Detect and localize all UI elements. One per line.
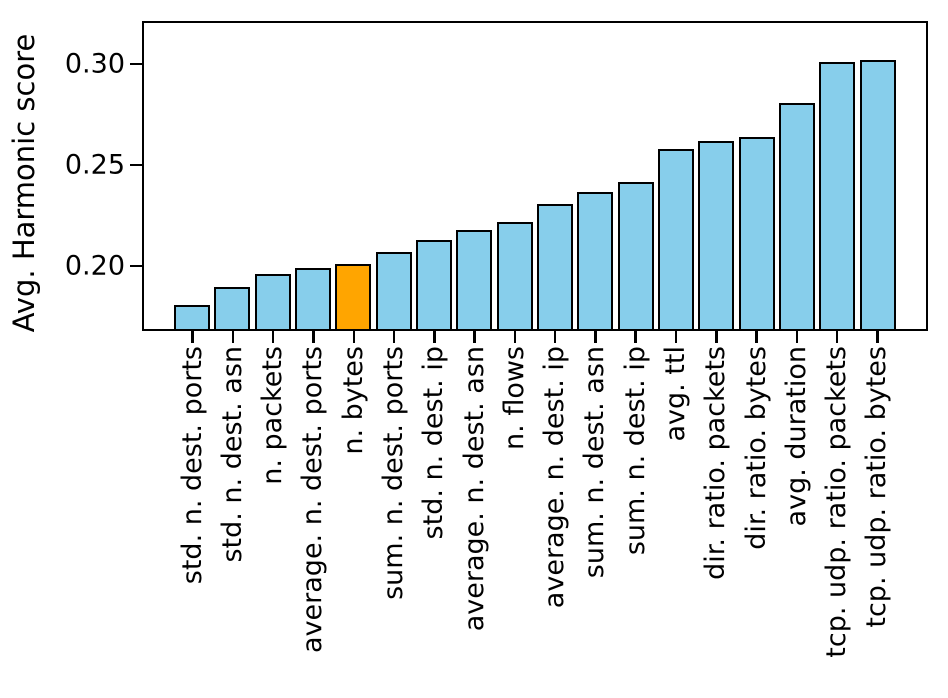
- bar: [214, 287, 251, 329]
- bar-slot: [333, 23, 373, 329]
- x-tick-mark: [795, 331, 799, 343]
- bar: [456, 230, 493, 329]
- x-tick-label: avg. ttl: [660, 346, 692, 442]
- bar: [617, 182, 654, 329]
- x-tick-label: average. n. dest. ports: [297, 346, 329, 653]
- bar-slot: [575, 23, 615, 329]
- x-tick-label: sum. n. dest. asn: [579, 346, 611, 579]
- bar: [537, 204, 574, 329]
- bar: [416, 240, 453, 329]
- x-tick-label: n. bytes: [337, 346, 369, 455]
- y-tick-label: 0.30: [64, 48, 125, 80]
- x-tick-mark: [433, 331, 436, 343]
- bar-slot: [172, 23, 212, 329]
- x-tick-mark: [392, 331, 396, 343]
- bar: [698, 141, 735, 329]
- bar-slot: [253, 23, 293, 329]
- bar: [174, 305, 211, 329]
- y-axis-title: Avg. Harmonic score: [7, 33, 41, 333]
- x-tick-mark: [553, 331, 557, 343]
- x-tick-mark: [876, 331, 879, 343]
- bar: [577, 192, 614, 329]
- y-tick-mark: [130, 163, 142, 167]
- bar: [496, 222, 533, 329]
- x-tick-mark: [191, 331, 194, 343]
- x-tick-mark: [312, 331, 315, 343]
- y-tick-mark: [130, 62, 142, 66]
- x-tick-label: dir. ratio. packets: [700, 346, 732, 580]
- bar-highlighted: [335, 264, 372, 329]
- y-tick-label: 0.25: [64, 149, 125, 181]
- x-tick-label: avg. duration: [780, 346, 812, 527]
- bar-slot: [414, 23, 454, 329]
- x-tick-label: sum. n. dest. ports: [378, 346, 410, 600]
- bar-slot: [737, 23, 777, 329]
- x-tick-mark: [755, 331, 758, 343]
- x-tick-mark: [473, 331, 476, 343]
- bar: [658, 149, 695, 329]
- bar-slot: [817, 23, 857, 329]
- x-tick-mark: [835, 331, 839, 343]
- bars-row: [144, 23, 926, 329]
- bar: [779, 103, 816, 329]
- bar-slot: [616, 23, 656, 329]
- bar: [254, 274, 291, 329]
- bar-slot: [656, 23, 696, 329]
- x-tick-label: n. flows: [499, 346, 531, 450]
- plot-area: [142, 21, 928, 331]
- bar-slot: [535, 23, 575, 329]
- bar: [738, 137, 775, 329]
- bar: [859, 60, 896, 329]
- bar-slot: [454, 23, 494, 329]
- x-tick-label: std. n. dest. ports: [176, 346, 208, 585]
- x-tick-label: std. n. dest. asn: [217, 346, 249, 563]
- x-tick-label: tcp. udp. ratio. bytes: [861, 346, 893, 628]
- bar-slot: [777, 23, 817, 329]
- x-tick-mark: [674, 331, 678, 343]
- y-tick-mark: [130, 264, 142, 268]
- x-tick-mark: [594, 331, 597, 343]
- bar: [819, 62, 856, 329]
- x-tick-mark: [634, 331, 637, 343]
- bar-slot: [374, 23, 414, 329]
- bar: [375, 252, 412, 329]
- bar-slot: [696, 23, 736, 329]
- bar-slot: [858, 23, 898, 329]
- bar: [295, 268, 332, 329]
- y-tick-label: 0.20: [64, 250, 125, 282]
- x-tick-mark: [513, 331, 517, 343]
- x-tick-label: n. packets: [257, 346, 289, 485]
- x-tick-mark: [715, 331, 718, 343]
- bar-slot: [212, 23, 252, 329]
- x-tick-label: std. n. dest. ip: [418, 346, 450, 540]
- x-tick-label: dir. ratio. bytes: [740, 346, 772, 550]
- bar-slot: [293, 23, 333, 329]
- x-tick-label: average. n. dest. asn: [458, 346, 490, 632]
- x-tick-mark: [352, 331, 355, 343]
- x-tick-label: sum. n. dest. ip: [619, 346, 651, 556]
- x-tick-label: average. n. dest. ip: [539, 346, 571, 609]
- x-tick-label: tcp. udp. ratio. packets: [821, 346, 853, 658]
- x-tick-mark: [271, 331, 275, 343]
- x-tick-mark: [231, 331, 235, 343]
- bar-slot: [495, 23, 535, 329]
